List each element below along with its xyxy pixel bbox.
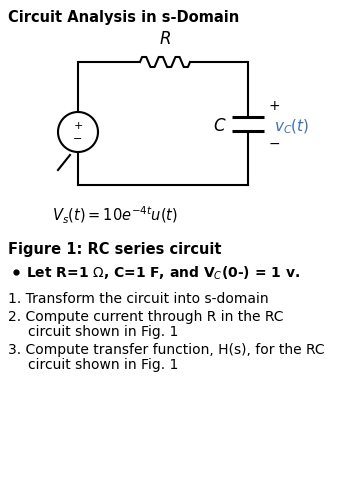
Text: 3. Compute transfer function, H(s), for the RC: 3. Compute transfer function, H(s), for … (8, 343, 325, 357)
Text: 2. Compute current through R in the RC: 2. Compute current through R in the RC (8, 310, 283, 324)
Text: $C$: $C$ (213, 116, 227, 135)
Text: 1. Transform the circuit into s-domain: 1. Transform the circuit into s-domain (8, 292, 268, 306)
Text: Circuit Analysis in s-Domain: Circuit Analysis in s-Domain (8, 10, 239, 25)
Text: circuit shown in Fig. 1: circuit shown in Fig. 1 (28, 325, 179, 339)
Text: +: + (269, 99, 281, 113)
Text: +: + (73, 121, 83, 131)
Text: Figure 1: RC series circuit: Figure 1: RC series circuit (8, 242, 221, 257)
Text: $v_C(t)$: $v_C(t)$ (274, 117, 309, 136)
Text: $V_s(t) = 10e^{-4t}u(t)$: $V_s(t) = 10e^{-4t}u(t)$ (52, 205, 178, 226)
Text: −: − (269, 137, 281, 150)
Text: circuit shown in Fig. 1: circuit shown in Fig. 1 (28, 358, 179, 372)
Text: $R$: $R$ (159, 30, 171, 48)
Text: −: − (73, 134, 83, 144)
Text: Let R=1 $\Omega$, C=1 F, and V$_C$(0-) = 1 v.: Let R=1 $\Omega$, C=1 F, and V$_C$(0-) =… (26, 265, 300, 283)
